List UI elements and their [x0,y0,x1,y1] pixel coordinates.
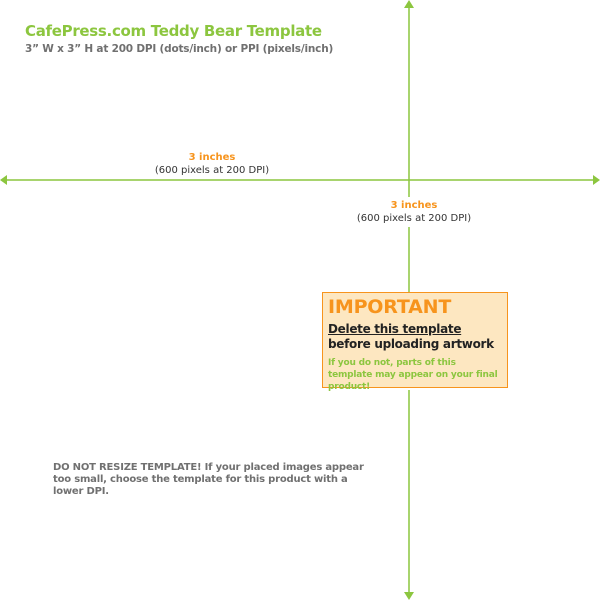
top-arrow-icon [404,0,414,8]
vertical-dimension-label: 3 inches (600 pixels at 200 DPI) [348,200,480,225]
delete-template-text: Delete this template [328,322,462,336]
vertical-guide [404,0,414,600]
important-note: If you do not, parts of this template ma… [328,358,498,392]
horizontal-guide [0,175,600,185]
important-instruction: Delete this template before uploading ar… [328,322,502,352]
resize-warning: DO NOT RESIZE TEMPLATE! If your placed i… [53,462,364,497]
important-heading: IMPORTANT [328,296,452,318]
vertical-pixels: (600 pixels at 200 DPI) [356,213,472,224]
right-arrow-icon [593,175,600,185]
before-uploading-text: before uploading artwork [328,337,494,351]
horizontal-pixels: (600 pixels at 200 DPI) [154,165,270,176]
horizontal-dimension-label: 3 inches (600 pixels at 200 DPI) [147,152,277,177]
important-notice: IMPORTANT Delete this template before up… [322,292,508,392]
template-subtitle: 3” W x 3” H at 200 DPI (dots/inch) or PP… [25,43,334,55]
horizontal-inches: 3 inches [188,152,236,163]
template-title: CafePress.com Teddy Bear Template [25,22,322,40]
vertical-inches: 3 inches [390,200,438,211]
left-arrow-icon [0,175,7,185]
bottom-arrow-icon [404,592,414,600]
